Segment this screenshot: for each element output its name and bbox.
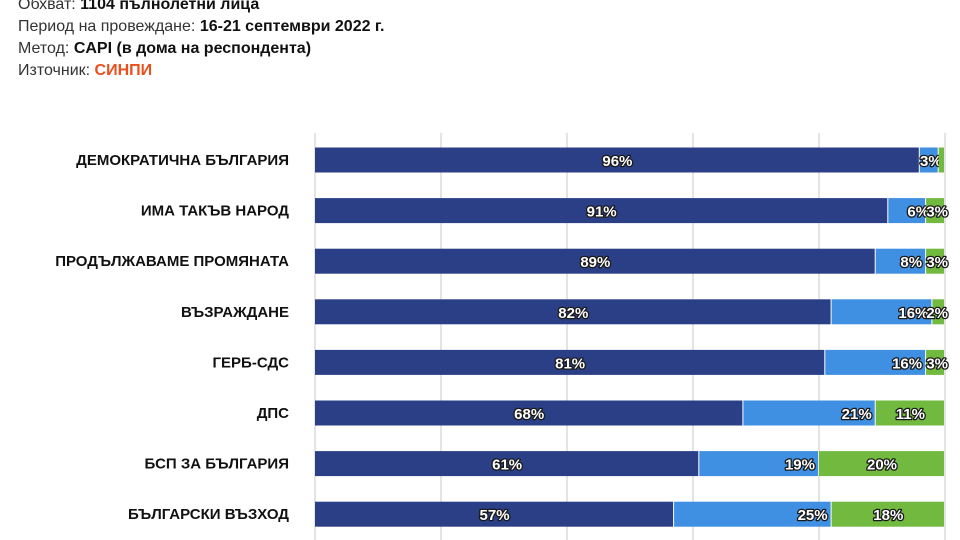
data-label: 68% (514, 406, 544, 423)
data-label: 19% (785, 457, 815, 474)
bar-segment (819, 451, 944, 477)
coverage-line: Обхват: 1104 пълнолетни лица (18, 0, 384, 16)
data-label: 20% (867, 457, 897, 474)
bar-segment (938, 147, 944, 173)
data-label: 81% (555, 355, 585, 372)
bar-segment (315, 198, 888, 224)
data-label: 16% (892, 355, 922, 372)
data-label: 11% (896, 406, 925, 423)
bar-segment (315, 400, 743, 426)
data-label: 96% (602, 153, 632, 170)
category-label: БЪЛГАРСКИ ВЪЗХОД (128, 506, 289, 523)
bar-segment (932, 299, 944, 325)
bar-segment (926, 349, 944, 375)
data-label: 3% (926, 355, 948, 372)
category-label: ДЕМОКРАТИЧНА БЪЛГАРИЯ (76, 152, 289, 169)
data-label: 8% (900, 254, 922, 271)
bar-segment (831, 299, 932, 325)
method-line: Метод: CAPI (в дома на респондента) (18, 38, 384, 60)
period-value: 16-21 септември 2022 г. (199, 18, 385, 35)
category-label: ИМА ТАКЪВ НАРОД (141, 203, 289, 220)
bar-segment (315, 501, 674, 527)
data-label: 16% (898, 305, 928, 322)
data-label: 82% (558, 305, 588, 322)
data-label: 2% (926, 305, 948, 322)
bar-segment (919, 147, 938, 173)
bar-segment (875, 248, 926, 274)
method-value: CAPI (в дома на респондента) (73, 40, 312, 57)
bar-segment (315, 248, 875, 274)
data-label: 3% (920, 153, 942, 170)
source-line: Източник: СИНПИ (18, 60, 384, 82)
method-label: Метод: (18, 40, 70, 57)
bar-segment (743, 400, 875, 426)
source-value: СИНПИ (94, 62, 153, 79)
category-label: ДПС (257, 405, 289, 422)
bar-segment (831, 501, 944, 527)
category-label: БСП ЗА БЪЛГАРИЯ (145, 456, 290, 473)
data-label: 6% (907, 204, 929, 221)
data-label: 3% (926, 204, 948, 221)
bar-segment (315, 299, 831, 325)
category-label: ГЕРБ-СДС (213, 354, 290, 371)
bar-segment (825, 349, 926, 375)
data-label: 89% (580, 254, 610, 271)
data-label: 3% (926, 254, 948, 271)
coverage-label: Обхват: (18, 0, 76, 13)
data-label: 61% (492, 457, 522, 474)
survey-info: Обхват: 1104 пълнолетни лица Период на п… (18, 0, 384, 82)
bar-segment (315, 349, 825, 375)
period-line: Период на провеждане: 16-21 септември 20… (18, 16, 384, 38)
source-label: Източник: (18, 62, 91, 79)
bar-segment (315, 451, 699, 477)
category-label: ВЪЗРАЖДАНЕ (181, 304, 289, 321)
bar-segment (315, 147, 919, 173)
data-label: 21% (842, 406, 872, 423)
bar-segment (875, 400, 944, 426)
bar-segment (699, 451, 818, 477)
period-label: Период на провеждане: (18, 18, 196, 35)
bar-segment (926, 198, 944, 224)
data-label: 18% (873, 507, 903, 524)
coverage-value: 1104 пълнолетни лица (80, 0, 260, 13)
bar-segment (926, 248, 944, 274)
category-label: ПРОДЪЛЖАВАМЕ ПРОМЯНАТА (55, 253, 289, 270)
data-label: 25% (798, 507, 828, 524)
data-label: 57% (480, 507, 510, 524)
data-label: 91% (587, 204, 617, 221)
bar-segment (674, 501, 831, 527)
bar-segment (888, 198, 926, 224)
